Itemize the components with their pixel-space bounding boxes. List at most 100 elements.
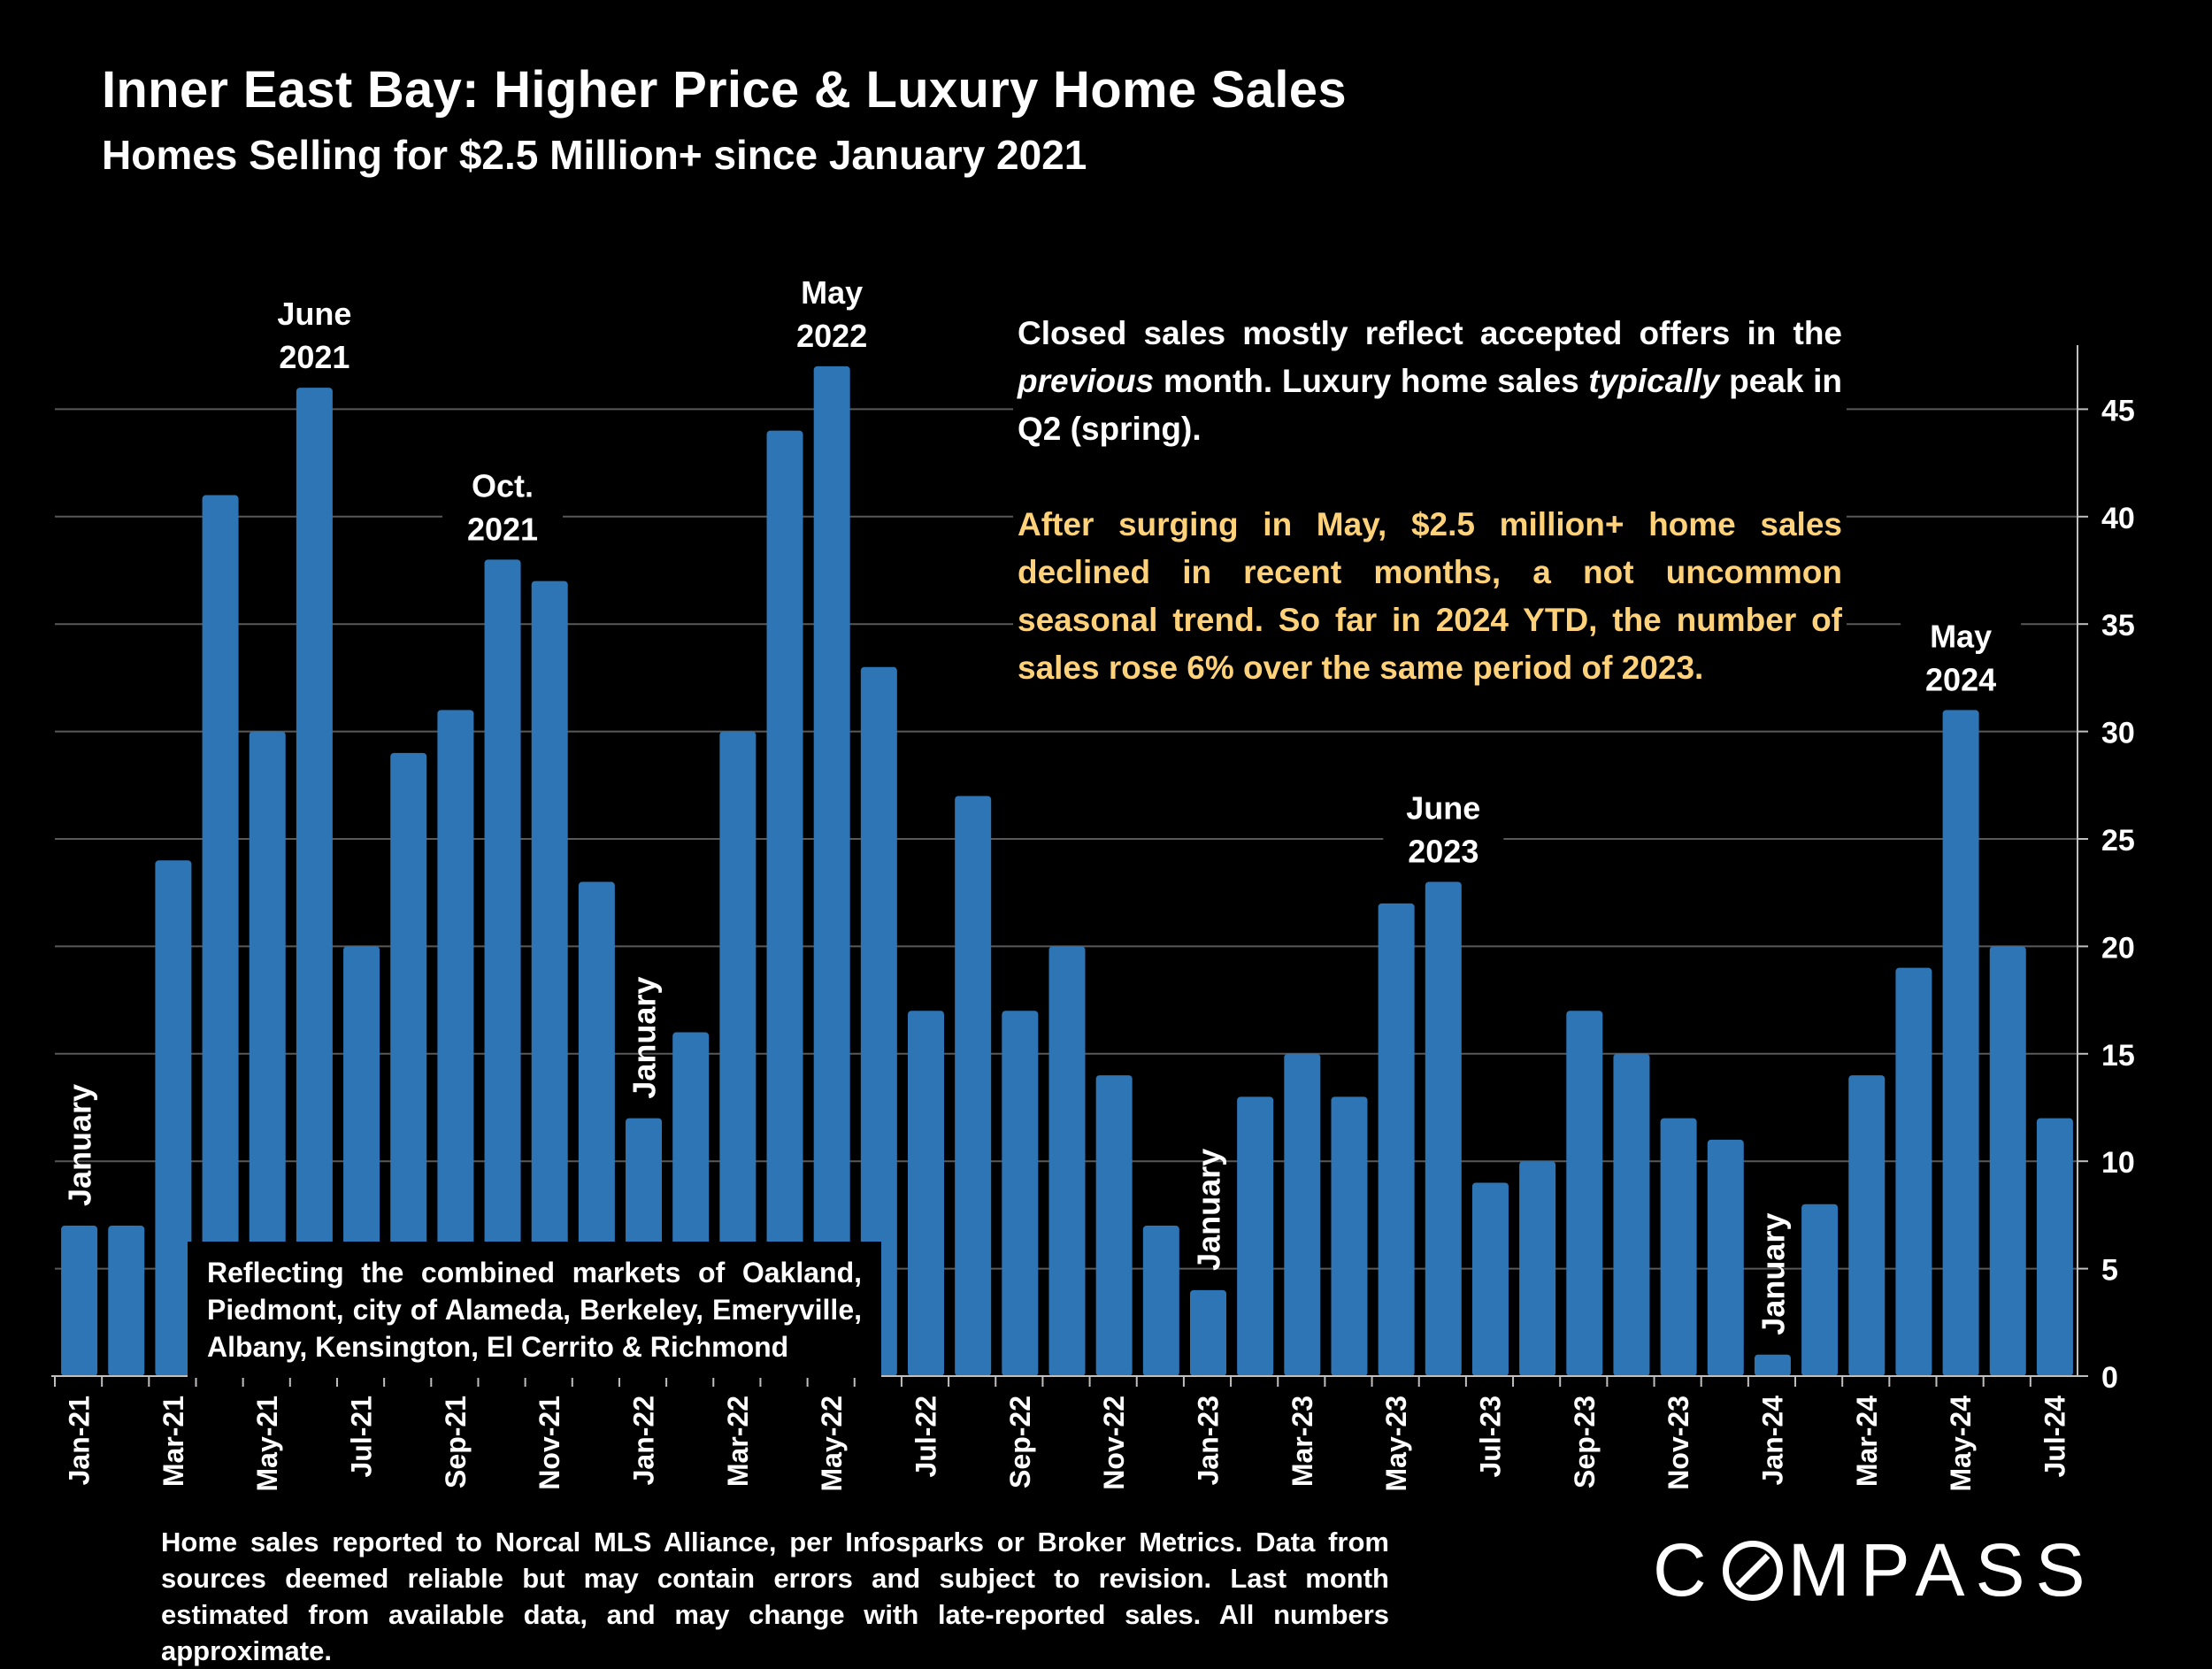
x-tick-label: Mar-24 — [1851, 1396, 1883, 1487]
x-tick-label: May-23 — [1380, 1396, 1412, 1492]
y-tick-label: 20 — [2101, 931, 2135, 965]
y-tick-label: 10 — [2101, 1146, 2135, 1180]
commentary-part: Closed sales mostly reflect accepted off… — [1018, 315, 1842, 351]
commentary-text: Closed sales mostly reflect accepted off… — [1018, 310, 1842, 453]
x-tick-label: Sep-23 — [1569, 1396, 1601, 1488]
annotation-text: 2024 — [1925, 661, 1996, 697]
annotation-bg — [442, 506, 564, 550]
x-tick-label: Nov-21 — [534, 1396, 565, 1490]
annotation-text: 2023 — [1408, 834, 1479, 870]
annotation-text: May — [1930, 618, 1992, 654]
peak-annotation: Oct. 2021 — [442, 463, 564, 550]
x-tick-label: May-24 — [1945, 1396, 1977, 1492]
x-tick-label: Jul-23 — [1474, 1396, 1506, 1477]
bar-oct-22 — [1048, 946, 1086, 1376]
bar-apr-21 — [202, 495, 239, 1376]
bar-mar-22 — [719, 731, 757, 1376]
bar-feb-21 — [108, 1226, 145, 1376]
y-tick-label: 30 — [2101, 717, 2135, 750]
bar-sep-23 — [1566, 1011, 1603, 1376]
bar-sep-21 — [437, 710, 474, 1376]
logo-text-left: C — [1653, 1528, 1717, 1611]
january-label: January — [1190, 1149, 1226, 1271]
annotation-bg — [254, 291, 375, 335]
x-tick-label: Jan-23 — [1192, 1396, 1224, 1485]
bar-nov-21 — [531, 581, 568, 1376]
bar-apr-23 — [1331, 1096, 1368, 1376]
x-tick-label: Jan-24 — [1756, 1396, 1788, 1486]
bar-jul-23 — [1471, 1182, 1509, 1376]
bar-jun-24 — [1989, 946, 2026, 1376]
commentary-part: peak in Q2 (spring). — [1018, 363, 1842, 447]
bar-jun-23 — [1425, 881, 1462, 1376]
x-tick-label: Jan-22 — [628, 1396, 660, 1485]
bar-may-22 — [813, 365, 850, 1377]
bar-jan-21 — [61, 1226, 98, 1376]
bar-dec-22 — [1142, 1226, 1179, 1376]
bar-jul-22 — [908, 1011, 945, 1376]
x-tick-label: Nov-23 — [1663, 1396, 1694, 1490]
compass-logo: C MPASS — [1653, 1527, 2096, 1613]
annotation-text: 2022 — [796, 318, 867, 354]
annotation-bg — [772, 269, 893, 313]
annotation-bg — [772, 312, 893, 357]
bar-jan-24 — [1754, 1354, 1791, 1376]
bar-feb-24 — [1801, 1204, 1839, 1376]
y-tick-label: 25 — [2101, 824, 2135, 858]
x-tick-label: Jul-21 — [346, 1396, 378, 1477]
chart-subtitle: Homes Selling for $2.5 Million+ since Ja… — [102, 132, 1087, 178]
commentary-emphasis: previous — [1018, 363, 1155, 399]
annotations: June 2021 Oct. 2021 May 2022 June 2023 May 2024 Ja… — [62, 269, 2022, 1335]
annotation-text: June — [1406, 790, 1480, 827]
annotation-bg — [1901, 657, 2022, 701]
bar-mar-23 — [1284, 1053, 1321, 1376]
x-tick-label: May-22 — [816, 1396, 848, 1492]
y-tick-label: 40 — [2101, 502, 2135, 535]
bar-may-23 — [1378, 903, 1415, 1376]
y-tick-label: 35 — [2101, 609, 2135, 642]
annotation-bg — [442, 463, 564, 507]
logo-text-right: MPASS — [1787, 1528, 2096, 1611]
bar-may-21 — [249, 731, 286, 1376]
bar-apr-22 — [766, 430, 803, 1377]
bar-apr-24 — [1895, 967, 1932, 1376]
x-tick-label: Jan-21 — [64, 1396, 96, 1485]
y-tick-label: 0 — [2101, 1361, 2118, 1395]
bar-mar-24 — [1848, 1075, 1886, 1376]
bar-aug-22 — [955, 796, 992, 1376]
peak-annotation: June 2023 — [1383, 785, 1504, 873]
x-tick-label: May-21 — [251, 1396, 283, 1492]
bar-jun-21 — [296, 388, 333, 1376]
x-tick-label: Sep-21 — [440, 1396, 472, 1488]
annotation-text: June — [277, 296, 351, 332]
annotation-bg — [1383, 828, 1504, 873]
chart-title: Inner East Bay: Higher Price & Luxury Ho… — [102, 61, 1347, 119]
bar-dec-23 — [1707, 1139, 1744, 1376]
bar-aug-23 — [1519, 1161, 1556, 1376]
peak-annotation: May 2024 — [1901, 613, 2022, 701]
bar-aug-21 — [390, 752, 427, 1376]
annotation-text: 2021 — [467, 511, 538, 547]
annotation-bg — [254, 335, 375, 379]
january-label: January — [62, 1084, 98, 1206]
bar-nov-22 — [1095, 1075, 1133, 1376]
annotation-bg — [1383, 785, 1504, 829]
commentary-box: Closed sales mostly reflect accepted off… — [1013, 310, 1847, 692]
peak-annotation: June 2021 — [254, 291, 375, 379]
commentary-emphasis: typically — [1588, 363, 1720, 399]
bar-feb-23 — [1237, 1096, 1274, 1376]
axes: 0 5 10 15 20 25 30 35 40 45 Jan-21 Mar-21 May-21 Jul-… — [51, 345, 2135, 1492]
bar-jul-24 — [2036, 1118, 2073, 1376]
january-label: January — [626, 977, 663, 1099]
x-tick-label: Mar-21 — [157, 1396, 189, 1487]
bar-may-24 — [1942, 710, 1979, 1376]
annotation-bg — [1901, 613, 2022, 658]
y-tick-label: 5 — [2101, 1254, 2118, 1288]
bar-mar-21 — [155, 860, 192, 1376]
annotation-text: May — [801, 274, 863, 311]
bar-oct-23 — [1613, 1053, 1650, 1376]
x-tick-label: Mar-23 — [1286, 1396, 1318, 1487]
y-tick-label: 45 — [2101, 394, 2135, 427]
bar-sep-22 — [1002, 1011, 1039, 1376]
